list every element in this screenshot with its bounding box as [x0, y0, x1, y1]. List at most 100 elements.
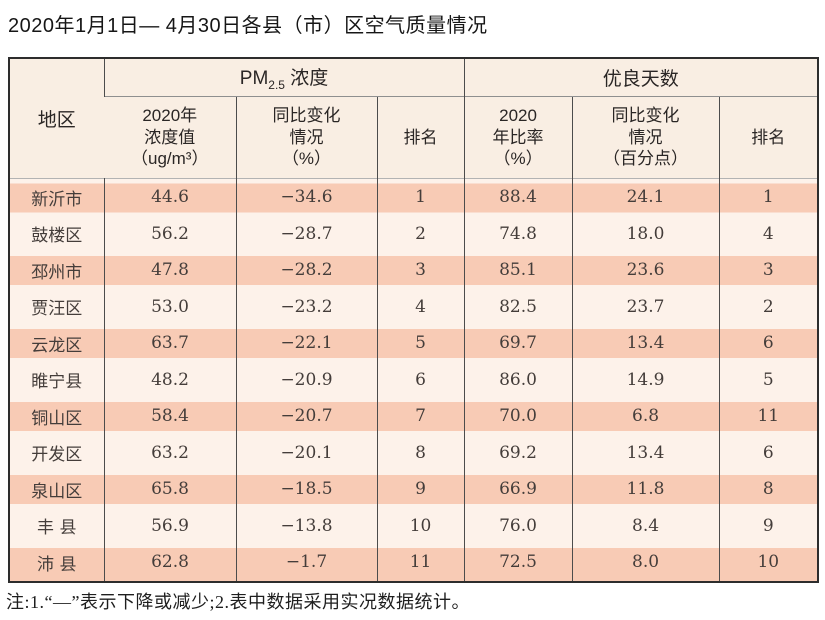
- region-cell: 新沂市: [9, 178, 104, 216]
- value-cell: 6: [718, 434, 819, 471]
- value-cell: 56.9: [103, 507, 236, 544]
- region-cell: 云龙区: [9, 325, 104, 362]
- value-cell: 4: [718, 215, 819, 252]
- table-row: 丰 县 56.9 −13.8 10 76.0 8.4 9: [9, 507, 819, 544]
- value-cell: 2: [718, 288, 819, 325]
- value-cell: 53.0: [103, 288, 236, 325]
- pm-label: PM: [239, 68, 269, 89]
- value-cell: −20.7: [235, 398, 377, 435]
- table-body: 新沂市 44.6 −34.6 1 88.4 24.1 1 鼓楼区 56.2 −28.7 2 74.8 1…: [9, 178, 819, 582]
- value-cell: 14.9: [571, 361, 720, 398]
- value-cell: 56.2: [103, 215, 236, 252]
- region-cell: 丰 县: [9, 507, 104, 544]
- value-cell: 63.7: [103, 325, 236, 362]
- value-cell: 13.4: [571, 434, 720, 471]
- pm-suffix: 浓度: [284, 68, 329, 89]
- table-row: 开发区 63.2 −20.1 8 69.2 13.4 6: [9, 434, 819, 471]
- value-cell: 70.0: [463, 398, 573, 435]
- value-cell: 3: [376, 252, 465, 289]
- value-cell: 10: [718, 544, 819, 582]
- region-cell: 睢宁县: [9, 361, 104, 398]
- air-quality-table: 地区 PM2.5 浓度 优良天数 2020年 浓度值 （ug/m³） 同比变化 …: [8, 57, 820, 583]
- value-cell: 8.0: [571, 544, 720, 582]
- region-cell: 沛 县: [9, 544, 104, 582]
- value-cell: −28.7: [235, 215, 377, 252]
- value-cell: −34.6: [235, 178, 377, 216]
- value-cell: 9: [718, 507, 819, 544]
- value-cell: 23.6: [571, 252, 720, 289]
- value-cell: 3: [718, 252, 819, 289]
- value-cell: 1: [718, 178, 819, 216]
- value-cell: 11.8: [571, 471, 720, 508]
- value-cell: −22.1: [235, 325, 377, 362]
- page-title: 2020年1月1日— 4月30日各县（市）区空气质量情况: [8, 15, 488, 37]
- table-header: 地区 PM2.5 浓度 优良天数 2020年 浓度值 （ug/m³） 同比变化 …: [9, 58, 819, 179]
- value-cell: 6: [376, 361, 465, 398]
- value-cell: 88.4: [463, 178, 573, 216]
- group-header-row: 地区 PM2.5 浓度 优良天数: [9, 58, 819, 179]
- col-header-pm-value: 2020年 浓度值 （ug/m³）: [104, 96, 236, 179]
- value-cell: −23.2: [235, 288, 377, 325]
- value-cell: 85.1: [463, 252, 573, 289]
- value-cell: 65.8: [103, 471, 236, 508]
- table-row: 铜山区 58.4 −20.7 7 70.0 6.8 11: [9, 398, 819, 435]
- col-header-good-change: 同比变化 情况 （百分点）: [571, 96, 720, 179]
- table-row: 鼓楼区 56.2 −28.7 2 74.8 18.0 4: [9, 215, 819, 252]
- table-row: 沛 县 62.8 −1.7 11 72.5 8.0 10: [9, 544, 819, 582]
- table-row: 新沂市 44.6 −34.6 1 88.4 24.1 1: [9, 178, 819, 216]
- value-cell: 69.2: [463, 434, 573, 471]
- value-cell: 72.5: [463, 544, 573, 582]
- value-cell: 5: [718, 361, 819, 398]
- value-cell: 2: [376, 215, 465, 252]
- value-cell: −20.1: [235, 434, 377, 471]
- table-row: 云龙区 63.7 −22.1 5 69.7 13.4 6: [9, 325, 819, 362]
- sub-header-row: 2020年 浓度值 （ug/m³） 同比变化 情况 （%） 排名 2020 年比…: [9, 96, 819, 179]
- table-row: 睢宁县 48.2 −20.9 6 86.0 14.9 5: [9, 361, 819, 398]
- value-cell: 18.0: [571, 215, 720, 252]
- value-cell: 8: [718, 471, 819, 508]
- value-cell: 7: [376, 398, 465, 435]
- col-group-good-days: 优良天数: [463, 58, 819, 97]
- value-cell: 44.6: [103, 178, 236, 216]
- value-cell: 24.1: [571, 178, 720, 216]
- region-cell: 泉山区: [9, 471, 104, 508]
- value-cell: 6.8: [571, 398, 720, 435]
- value-cell: 69.7: [463, 325, 573, 362]
- value-cell: 82.5: [463, 288, 573, 325]
- col-header-region: 地区: [9, 58, 104, 179]
- region-cell: 鼓楼区: [9, 215, 104, 252]
- table-row: 邳州市 47.8 −28.2 3 85.1 23.6 3: [9, 252, 819, 289]
- value-cell: 48.2: [103, 361, 236, 398]
- col-group-pm25: PM2.5 浓度: [103, 58, 465, 97]
- value-cell: 9: [376, 471, 465, 508]
- value-cell: 58.4: [103, 398, 236, 435]
- table-row: 泉山区 65.8 −18.5 9 66.9 11.8 8: [9, 471, 819, 508]
- value-cell: 66.9: [463, 471, 573, 508]
- value-cell: 6: [718, 325, 819, 362]
- value-cell: 8.4: [571, 507, 720, 544]
- value-cell: −18.5: [235, 471, 377, 508]
- value-cell: −1.7: [235, 544, 377, 582]
- col-header-good-rank: 排名: [718, 96, 819, 179]
- value-cell: 13.4: [571, 325, 720, 362]
- col-header-good-rate: 2020 年比率 （%）: [463, 96, 573, 179]
- value-cell: 11: [718, 398, 819, 435]
- footnote: 注:1.“—”表示下降或减少;2.表中数据采用实况数据统计。: [6, 592, 470, 612]
- region-cell: 开发区: [9, 434, 104, 471]
- region-cell: 铜山区: [9, 398, 104, 435]
- value-cell: 10: [376, 507, 465, 544]
- value-cell: −28.2: [235, 252, 377, 289]
- value-cell: 5: [376, 325, 465, 362]
- value-cell: 86.0: [463, 361, 573, 398]
- value-cell: 62.8: [103, 544, 236, 582]
- table-row: 贾汪区 53.0 −23.2 4 82.5 23.7 2: [9, 288, 819, 325]
- value-cell: 4: [376, 288, 465, 325]
- value-cell: 47.8: [103, 252, 236, 289]
- value-cell: 63.2: [103, 434, 236, 471]
- region-cell: 邳州市: [9, 252, 104, 289]
- pm-subscript: 2.5: [268, 78, 285, 92]
- col-header-pm-change: 同比变化 情况 （%）: [235, 96, 377, 179]
- value-cell: −20.9: [235, 361, 377, 398]
- value-cell: 8: [376, 434, 465, 471]
